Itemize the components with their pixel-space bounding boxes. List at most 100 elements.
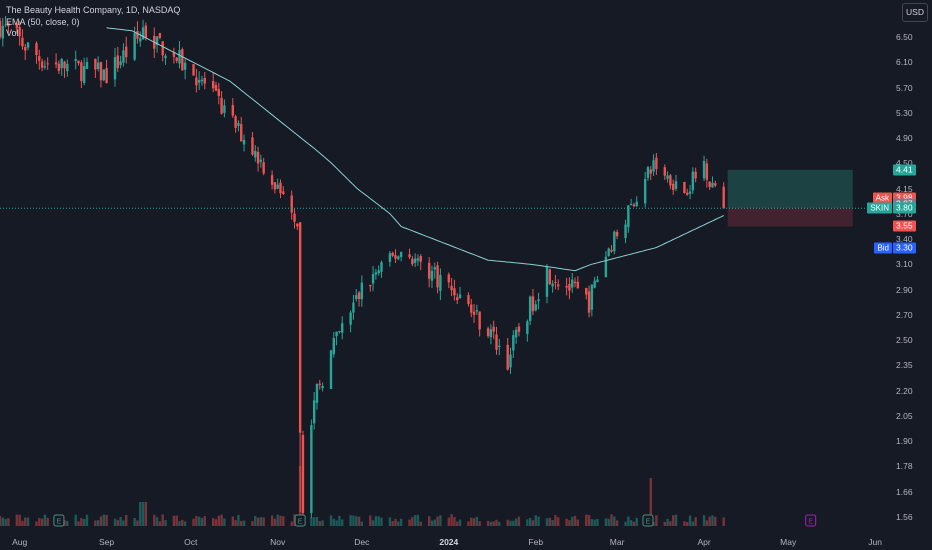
volume-bar [458, 519, 462, 526]
candle-body [453, 288, 456, 296]
volume-bar [1, 517, 5, 526]
volume-bar [234, 520, 237, 526]
candle-body [318, 383, 321, 385]
candle-body [551, 283, 554, 287]
volume-bar [711, 515, 714, 526]
candle-body [141, 27, 145, 40]
volume-bar [627, 516, 630, 526]
price-axis[interactable]: 1.56 1.66 1.78 1.90 2.05 2.20 2.35 2.50 2.70 2.90… [892, 0, 932, 536]
candle-body [470, 304, 473, 313]
volume-bar [329, 515, 333, 526]
volume-bar [214, 519, 218, 526]
volume-bar [15, 514, 19, 526]
volume-bar [355, 516, 358, 526]
candle-body [672, 183, 675, 191]
candle-body [301, 435, 305, 514]
volume-bar [705, 520, 709, 526]
candle-body [478, 311, 481, 330]
volume-bar [613, 516, 616, 526]
time-tick-label: Nov [270, 537, 286, 547]
volume-bar [374, 515, 378, 526]
volume-bar [43, 514, 47, 526]
price-tick-label: 1.78 [896, 461, 913, 472]
volume-bar [629, 520, 633, 526]
volume-bar [141, 502, 145, 526]
volume-bar [38, 517, 41, 526]
candle-body [627, 205, 630, 228]
volume-bar [472, 518, 476, 526]
candle-body [26, 42, 30, 48]
long-position-stop-zone[interactable] [727, 208, 853, 227]
volume-bar [391, 521, 394, 526]
candle-body [587, 291, 591, 313]
volume-bar [531, 520, 535, 526]
earnings-marker[interactable]: E [294, 514, 306, 527]
volume-bar [119, 517, 122, 526]
last-price-tag: 3.80 [893, 202, 916, 214]
time-axis[interactable]: Aug Sep Oct Nov Dec 2024 Feb Mar Apr May Jun [0, 536, 892, 550]
ema-indicator-label[interactable]: EMA (50, close, 0) [6, 16, 80, 27]
volume-bar [242, 520, 246, 526]
volume-bar [514, 518, 518, 526]
candle-body [646, 167, 650, 178]
earnings-marker[interactable]: E [642, 514, 654, 527]
candle-body [596, 279, 599, 283]
price-tick-label: 3.10 [896, 259, 913, 270]
candle-body [568, 284, 571, 291]
candle-body [635, 201, 638, 207]
target-price-tag: 4.41 [893, 164, 916, 176]
candle-body [332, 337, 335, 355]
volume-bar [419, 521, 422, 526]
candle-body [102, 69, 105, 81]
volume-bar [632, 521, 636, 526]
candle-body [528, 296, 532, 321]
time-tick-label: Apr [697, 537, 711, 547]
volume-bar [26, 517, 30, 526]
volume-bar [4, 519, 7, 526]
earnings-marker-label: E [298, 519, 303, 526]
volume-bar [655, 515, 658, 526]
candle-body [144, 25, 148, 39]
long-position-target-zone[interactable] [727, 169, 853, 209]
volume-bar [82, 519, 86, 526]
volume-bar [223, 518, 226, 526]
candle-body [158, 33, 162, 38]
volume-bar [604, 518, 608, 526]
volume-bar [183, 521, 187, 526]
candle-body [125, 46, 128, 58]
candle-body [136, 30, 139, 39]
candle-body [694, 171, 697, 179]
candle-body [416, 258, 420, 261]
candle-body [99, 62, 103, 81]
candle-body [164, 55, 167, 59]
candle-body [436, 265, 439, 288]
candle-body [57, 63, 61, 71]
earnings-marker[interactable]: E [53, 514, 65, 527]
earnings-marker[interactable]: E [805, 514, 817, 527]
candle-body [458, 294, 462, 299]
volume-indicator-label[interactable]: Vol [6, 28, 19, 38]
volume-bar [279, 515, 282, 526]
volume-bar [96, 520, 100, 526]
candle-body [537, 299, 540, 302]
volume-bar [517, 516, 521, 526]
volume-bar [40, 518, 44, 526]
volume-bar [270, 515, 274, 526]
volume-bar [495, 519, 498, 526]
candle-body [467, 295, 470, 305]
volume-bar [456, 521, 459, 526]
candle-body [116, 55, 120, 69]
symbol-title[interactable]: The Beauty Health Company, 1D, NASDAQ [6, 5, 181, 15]
volume-bar [548, 517, 551, 526]
volume-bar [24, 517, 27, 526]
candle-body [669, 175, 672, 186]
volume-bar [576, 519, 580, 526]
volume-bar [624, 521, 627, 526]
candle-body [489, 329, 493, 338]
currency-button[interactable]: USD [902, 3, 928, 22]
volume-bar [436, 516, 439, 526]
candle-body [571, 279, 574, 288]
candle-body [411, 258, 414, 265]
candle-body [298, 222, 302, 433]
